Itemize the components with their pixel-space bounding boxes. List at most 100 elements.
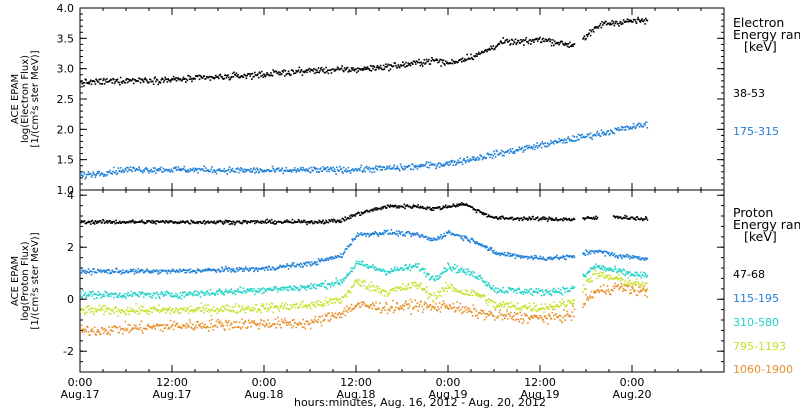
data-point — [402, 283, 404, 285]
data-point — [284, 302, 287, 304]
data-point — [555, 256, 557, 258]
data-point — [605, 251, 608, 253]
data-point — [202, 306, 205, 308]
data-point — [498, 290, 501, 293]
data-point — [293, 221, 295, 224]
data-point — [569, 290, 571, 292]
data-point — [176, 310, 179, 313]
data-point — [546, 145, 548, 148]
data-point — [517, 302, 519, 305]
data-point — [451, 232, 454, 235]
data-point — [395, 269, 398, 271]
data-point — [113, 221, 116, 223]
data-point — [153, 325, 156, 328]
data-point — [154, 292, 156, 295]
data-point — [523, 255, 525, 258]
data-point — [645, 258, 647, 261]
data-point — [628, 257, 631, 260]
data-point — [297, 323, 299, 325]
data-point — [169, 80, 172, 83]
data-point — [448, 206, 450, 208]
data-point — [334, 220, 337, 223]
data-point — [594, 134, 596, 136]
data-point — [609, 22, 612, 24]
data-point — [182, 76, 185, 79]
data-point — [464, 159, 466, 162]
data-point — [487, 152, 489, 155]
data-point — [594, 267, 596, 269]
data-point — [379, 232, 381, 234]
data-point — [114, 171, 117, 174]
data-point — [115, 79, 117, 81]
data-point — [83, 309, 85, 311]
data-point — [313, 72, 316, 75]
data-point — [486, 299, 488, 301]
data-point — [108, 326, 110, 328]
data-point — [270, 305, 272, 308]
data-point — [163, 294, 166, 296]
data-point — [313, 283, 316, 285]
data-point — [613, 132, 616, 135]
data-point — [178, 268, 181, 271]
data-point — [279, 323, 281, 326]
data-point — [484, 50, 486, 52]
data-point — [139, 323, 141, 326]
data-point — [189, 168, 192, 170]
data-point — [638, 256, 641, 259]
data-point — [185, 170, 187, 173]
data-point — [256, 323, 258, 325]
data-point — [80, 221, 82, 224]
data-point — [93, 221, 95, 224]
data-point — [557, 306, 560, 309]
data-point — [373, 171, 376, 173]
data-point — [102, 173, 104, 176]
data-point — [399, 64, 402, 66]
data-point — [460, 237, 462, 239]
data-point — [382, 207, 384, 210]
data-point — [254, 308, 256, 310]
data-point — [301, 169, 304, 172]
data-point — [435, 294, 437, 297]
data-point — [125, 327, 127, 330]
data-point — [480, 296, 482, 299]
data-point — [141, 219, 143, 222]
data-point — [642, 274, 644, 276]
data-point — [615, 255, 617, 257]
data-point — [394, 62, 396, 64]
data-point — [589, 281, 591, 284]
data-point — [602, 274, 604, 277]
data-point — [637, 255, 639, 258]
data-point — [621, 257, 623, 260]
data-point — [339, 219, 341, 222]
data-point — [124, 295, 127, 298]
data-point — [218, 290, 220, 292]
data-point — [107, 81, 110, 83]
data-point — [251, 306, 253, 309]
data-point — [137, 267, 140, 270]
data-point — [192, 292, 195, 295]
data-point — [263, 291, 265, 294]
data-point — [633, 218, 636, 221]
data-point — [488, 301, 491, 304]
data-point — [577, 133, 580, 136]
data-point — [571, 256, 573, 259]
data-point — [152, 306, 154, 309]
data-point — [441, 236, 444, 238]
data-point — [556, 41, 558, 44]
data-point — [530, 40, 533, 43]
data-point — [132, 293, 134, 296]
data-point — [99, 269, 102, 271]
data-point — [256, 74, 258, 77]
data-point — [339, 302, 342, 304]
data-point — [267, 309, 270, 311]
data-point — [267, 287, 269, 290]
data-point — [645, 17, 647, 20]
data-point — [617, 217, 619, 219]
data-point — [611, 251, 613, 254]
data-point — [111, 326, 113, 329]
data-point — [634, 19, 636, 21]
data-point — [242, 171, 245, 173]
data-point — [239, 76, 242, 78]
data-point — [599, 135, 602, 138]
